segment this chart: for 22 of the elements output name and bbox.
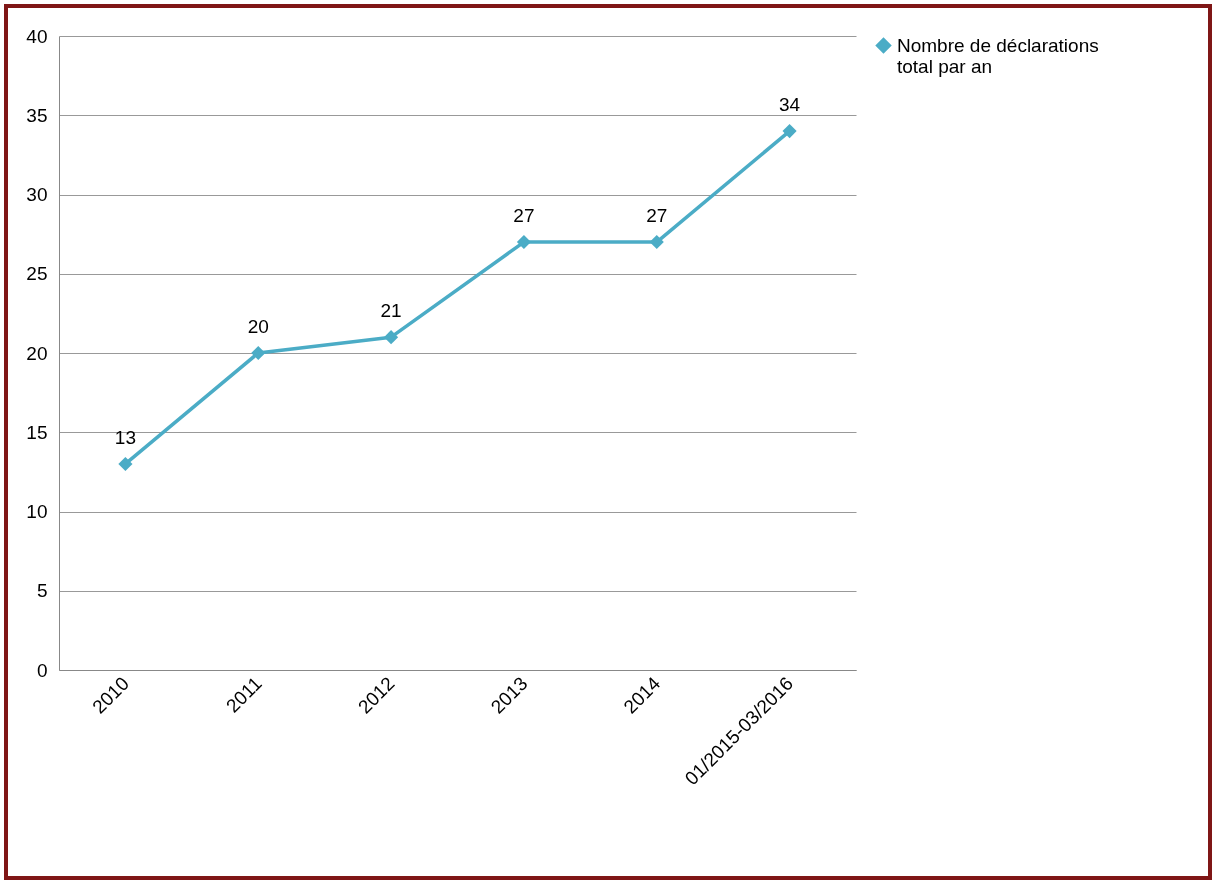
data-label: 13 (114, 426, 136, 448)
point (251, 345, 266, 361)
legend-label: Nombre de déclarations total par an (897, 34, 1099, 77)
y-tick-label: 10 (26, 501, 48, 522)
y-tick-label: 5 (36, 580, 48, 602)
data-label: 34 (779, 94, 801, 116)
y-tick-label: 30 (26, 184, 48, 205)
y-tick-label: 15 (26, 421, 48, 443)
y-tick-label: 0 (36, 659, 48, 681)
point (516, 234, 531, 250)
point (384, 330, 399, 345)
data-label: 27 (646, 205, 668, 227)
point (649, 234, 664, 250)
data-label: 27 (513, 205, 535, 227)
y-tick-label: 35 (26, 104, 48, 126)
y-tick-label: 20 (26, 342, 48, 364)
point (782, 124, 797, 139)
y-tick-label: 40 (26, 25, 48, 47)
point (118, 456, 133, 472)
y-tick-label: 25 (26, 263, 48, 285)
data-label: 21 (380, 300, 402, 322)
data-label: 20 (247, 316, 269, 337)
